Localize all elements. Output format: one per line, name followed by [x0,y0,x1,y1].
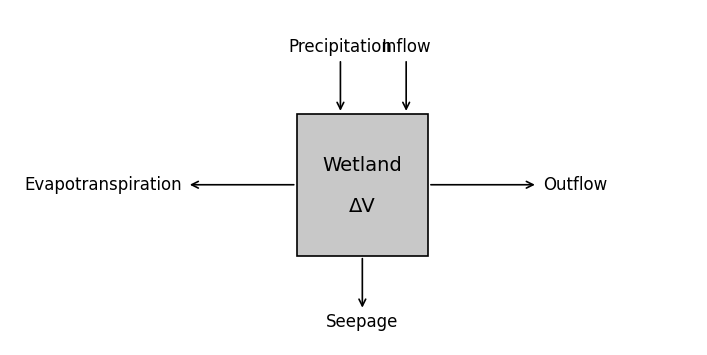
Text: Evapotranspiration: Evapotranspiration [24,176,182,194]
Text: Inflow: Inflow [381,38,431,56]
Text: Precipitation: Precipitation [288,38,392,56]
Bar [297,114,428,256]
Text: Seepage: Seepage [326,313,399,331]
Text: ΔV: ΔV [349,197,375,216]
Text: Outflow: Outflow [543,176,607,194]
Text: Wetland: Wetland [322,156,402,175]
